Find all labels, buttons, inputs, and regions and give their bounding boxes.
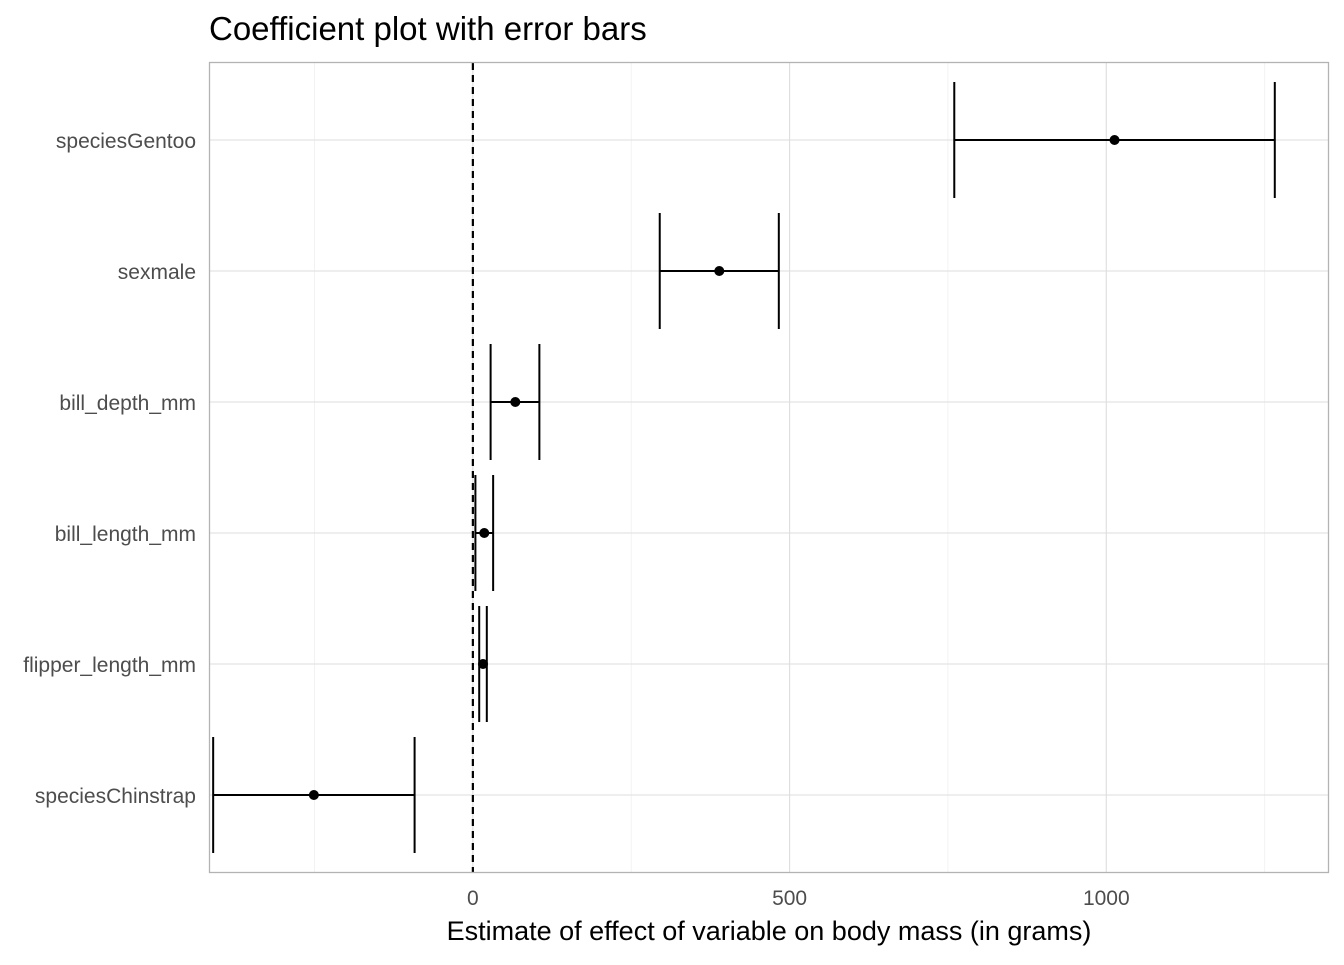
y-tick-label: sexmale bbox=[118, 261, 196, 284]
y-tick-label: speciesGentoo bbox=[56, 130, 196, 153]
error-bars-layer bbox=[212, 82, 1276, 853]
x-tick-label: 0 bbox=[467, 887, 479, 910]
x-tick-label: 1000 bbox=[1083, 887, 1130, 910]
x-tick-label: 500 bbox=[772, 887, 807, 910]
estimate-point-sexmale bbox=[714, 266, 725, 276]
x-tick-labels: 0 500 1000 bbox=[467, 887, 1130, 910]
grid-layer bbox=[210, 63, 1328, 872]
estimate-point-speciesGentoo bbox=[1109, 135, 1120, 145]
x-axis-title: Estimate of effect of variable on body m… bbox=[447, 916, 1092, 946]
y-tick-label: flipper_length_mm bbox=[23, 654, 196, 677]
estimate-point-flipper-length-mm bbox=[478, 659, 489, 669]
estimate-point-speciesChinstrap bbox=[308, 790, 319, 800]
chart-title: Coefficient plot with error bars bbox=[209, 10, 647, 47]
panel-border bbox=[208, 61, 1330, 874]
y-tick-label: speciesChinstrap bbox=[35, 785, 196, 808]
estimate-points-layer bbox=[308, 135, 1120, 800]
y-tick-label: bill_length_mm bbox=[55, 523, 196, 546]
y-tick-labels: speciesGentoo sexmale bill_depth_mm bill_le… bbox=[23, 130, 196, 808]
estimate-point-bill-length-mm bbox=[479, 528, 490, 538]
estimate-point-bill-depth-mm bbox=[510, 397, 521, 407]
y-tick-label: bill_depth_mm bbox=[59, 392, 196, 415]
